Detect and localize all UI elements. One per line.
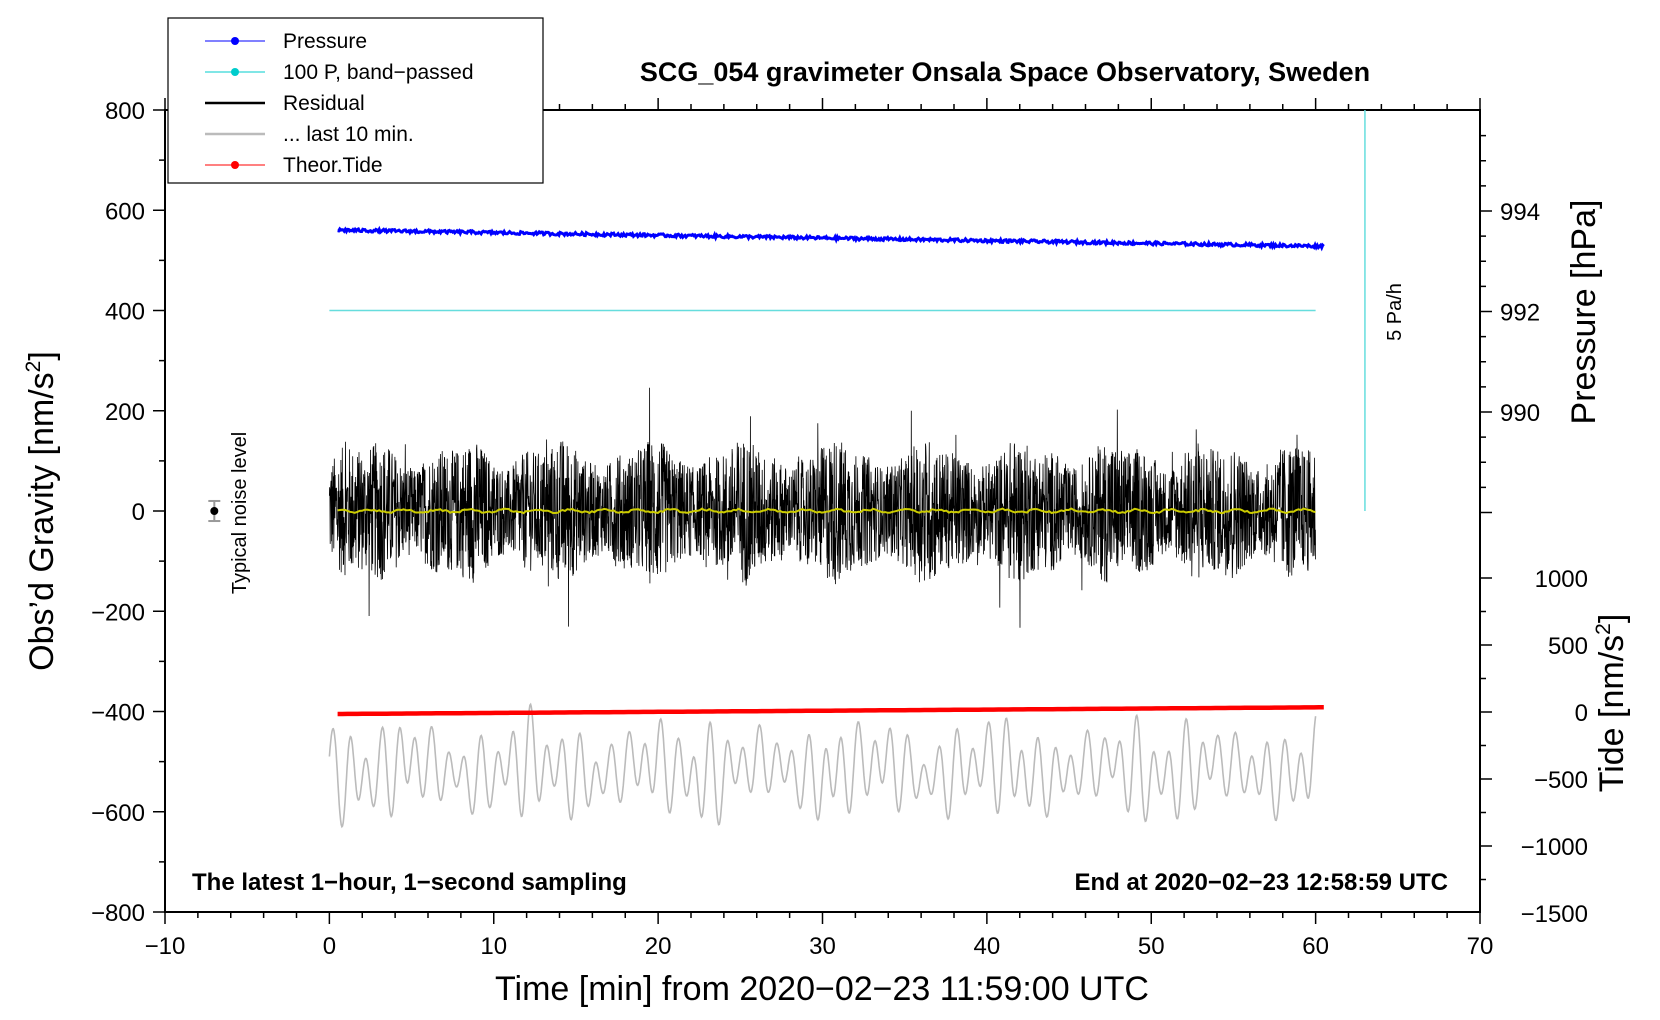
legend-label: Residual bbox=[283, 92, 365, 115]
legend-marker bbox=[231, 68, 239, 76]
tide-tick-label: −500 bbox=[1534, 767, 1588, 794]
grey-line bbox=[328, 702, 1317, 829]
y-left-label-close: ] bbox=[23, 351, 61, 360]
x-tick-label: 0 bbox=[323, 933, 336, 960]
x-axis-label: Time [min] from 2020−02−23 11:59:00 UTC bbox=[495, 970, 1149, 1008]
noise-level-marker bbox=[208, 499, 221, 523]
y-axis-left-label: Obs’d Gravity [nm/s2] bbox=[22, 351, 61, 671]
y-left-tick-label: −800 bbox=[91, 900, 145, 927]
residual-line bbox=[329, 387, 1316, 628]
series-residual bbox=[329, 387, 1316, 628]
tide-tick-label: 1000 bbox=[1535, 566, 1588, 593]
y-axis-left: 800 600 400 200 0 −200 −400 −600 −800 bbox=[91, 98, 165, 927]
series-pressure bbox=[337, 225, 1325, 252]
y-left-tick-label: 800 bbox=[105, 98, 145, 125]
x-tick-label: −10 bbox=[145, 933, 186, 960]
tide-tick-label: 500 bbox=[1548, 633, 1588, 660]
series-residual-smoothed bbox=[337, 507, 1316, 515]
tide-tick-label: 0 bbox=[1575, 700, 1588, 727]
annotation-sampling: The latest 1−hour, 1−second sampling bbox=[192, 869, 627, 896]
x-tick-label: 30 bbox=[809, 933, 836, 960]
y-left-tick-label: −400 bbox=[91, 700, 145, 727]
pressure-rate-label: 5 Pa/h bbox=[1384, 283, 1406, 341]
series-last-10-min bbox=[328, 702, 1317, 829]
pressure-tick-label: 992 bbox=[1500, 300, 1540, 327]
legend-marker bbox=[231, 161, 239, 169]
legend-marker bbox=[231, 37, 239, 45]
y-axis-pressure-label: Pressure [hPa] bbox=[1565, 200, 1603, 425]
y-axis-tide-label: Tide [nm/s2] bbox=[1592, 614, 1631, 793]
y-left-tick-label: −200 bbox=[91, 599, 145, 626]
legend-label: Theor.Tide bbox=[283, 154, 383, 177]
y-left-tick-label: −600 bbox=[91, 800, 145, 827]
y-left-tick-label: 600 bbox=[105, 198, 145, 225]
x-tick-label: 10 bbox=[480, 933, 507, 960]
tide-line bbox=[337, 705, 1324, 717]
tide-label-text: Tide [nm/s bbox=[1593, 635, 1631, 792]
y-left-tick-label: 0 bbox=[132, 499, 145, 526]
x-tick-label: 70 bbox=[1467, 933, 1494, 960]
y-left-tick-label: 400 bbox=[105, 299, 145, 326]
annotation-end-time: End at 2020−02−23 12:58:59 UTC bbox=[1074, 869, 1448, 896]
tide-label-close: ] bbox=[1593, 614, 1631, 623]
series-theor-tide bbox=[337, 705, 1324, 717]
tide-tick-label: −1000 bbox=[1521, 834, 1588, 861]
y-left-label-sup: 2 bbox=[22, 361, 45, 373]
pressure-tick-label: 994 bbox=[1500, 199, 1540, 226]
legend-label: ... last 10 min. bbox=[283, 123, 414, 146]
smoothed-line bbox=[337, 507, 1316, 515]
legend-label: 100 P, band−passed bbox=[283, 61, 474, 84]
x-tick-label: 40 bbox=[974, 933, 1001, 960]
legend: Pressure 100 P, band−passed Residual ... la… bbox=[167, 17, 544, 184]
x-tick-label: 60 bbox=[1302, 933, 1329, 960]
y-left-tick-label: 200 bbox=[105, 399, 145, 426]
legend-label: Pressure bbox=[283, 30, 367, 53]
noise-point bbox=[210, 507, 219, 515]
chart-title: SCG_054 gravimeter Onsala Space Observat… bbox=[640, 57, 1370, 87]
pressure-tick-label: 990 bbox=[1500, 400, 1540, 427]
y-axis-pressure: 994 992 990 bbox=[1480, 134, 1540, 514]
tide-tick-label: −1500 bbox=[1521, 901, 1588, 928]
pressure-line bbox=[337, 225, 1325, 252]
x-tick-label: 20 bbox=[645, 933, 672, 960]
noise-level-label: Typical noise level bbox=[229, 432, 251, 594]
x-tick-label: 50 bbox=[1138, 933, 1165, 960]
legend-box bbox=[167, 17, 544, 184]
tide-label-sup: 2 bbox=[1592, 623, 1615, 635]
y-axis-tide: 1000 500 0 −500 −1000 −1500 bbox=[1480, 566, 1588, 928]
y-left-label-text: Obs’d Gravity [nm/s bbox=[23, 372, 61, 671]
